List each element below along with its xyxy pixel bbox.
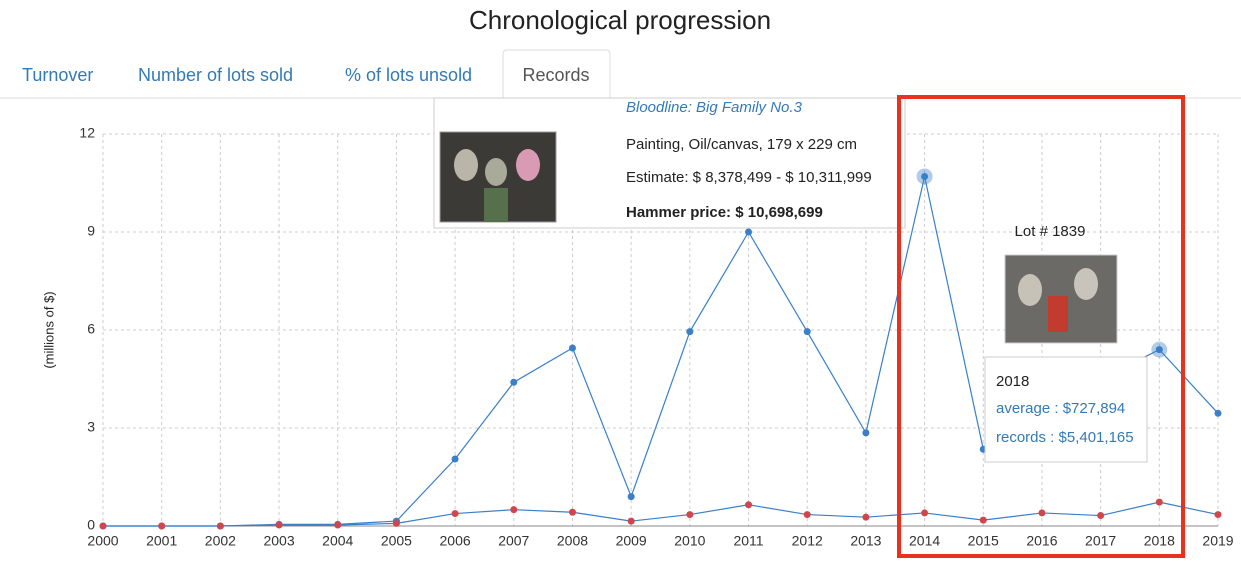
y-tick-label: 9 bbox=[87, 223, 95, 239]
x-tick-label: 2013 bbox=[850, 533, 881, 549]
data-point bbox=[569, 509, 576, 516]
x-tick-label: 2015 bbox=[968, 533, 999, 549]
figure bbox=[1048, 296, 1068, 332]
x-tick-label: 2000 bbox=[87, 533, 118, 549]
hover-halo bbox=[917, 168, 933, 184]
data-point bbox=[745, 501, 752, 508]
x-tick-label: 2016 bbox=[1026, 533, 1057, 549]
x-tick-label: 2012 bbox=[792, 533, 823, 549]
data-point bbox=[980, 517, 987, 524]
data-point bbox=[452, 510, 459, 517]
y-tick-label: 3 bbox=[87, 419, 95, 435]
data-point bbox=[862, 514, 869, 521]
data-point bbox=[334, 522, 341, 529]
data-point bbox=[452, 456, 459, 463]
data-point bbox=[510, 379, 517, 386]
x-tick-label: 2011 bbox=[733, 533, 763, 549]
data-point bbox=[1038, 509, 1045, 516]
data-point bbox=[569, 344, 576, 351]
x-tick-label: 2008 bbox=[557, 533, 588, 549]
record-price: Hammer price: $ 10,698,699 bbox=[626, 204, 823, 221]
series-line bbox=[103, 502, 1218, 526]
x-tick-label: 2001 bbox=[146, 533, 177, 549]
tab[interactable]: Records bbox=[522, 65, 589, 85]
x-tick-label: 2007 bbox=[498, 533, 529, 549]
data-point bbox=[628, 493, 635, 500]
data-point bbox=[804, 511, 811, 518]
data-point bbox=[921, 509, 928, 516]
record-medium: Painting, Oil/canvas, 179 x 229 cm bbox=[626, 136, 857, 153]
figure bbox=[484, 188, 508, 222]
x-tick-label: 2002 bbox=[205, 533, 236, 549]
data-point bbox=[1156, 499, 1163, 506]
data-point bbox=[276, 522, 283, 529]
data-point bbox=[393, 520, 400, 527]
data-point bbox=[745, 229, 752, 236]
record-estimate: Estimate: $ 8,378,499 - $ 10,311,999 bbox=[626, 169, 872, 186]
y-tick-label: 6 bbox=[87, 321, 95, 337]
figure bbox=[1018, 274, 1042, 306]
data-point bbox=[158, 523, 165, 530]
tooltip-records: records : $5,401,165 bbox=[996, 429, 1134, 446]
page: Chronological progression Turnover Numbe… bbox=[0, 0, 1241, 561]
data-point bbox=[686, 511, 693, 518]
x-tick-label: 2014 bbox=[909, 533, 940, 549]
x-tick-label: 2003 bbox=[263, 533, 294, 549]
data-point bbox=[217, 523, 224, 530]
x-tick-label: 2017 bbox=[1085, 533, 1116, 549]
data-point bbox=[1097, 512, 1104, 519]
x-tick-label: 2019 bbox=[1202, 533, 1233, 549]
x-tick-label: 2018 bbox=[1144, 533, 1175, 549]
figure bbox=[454, 149, 478, 181]
tooltip-year: 2018 bbox=[996, 373, 1029, 390]
x-tick-label: 2006 bbox=[440, 533, 471, 549]
tab[interactable]: Number of lots sold bbox=[138, 65, 293, 85]
y-tick-label: 0 bbox=[87, 517, 95, 533]
data-point bbox=[686, 328, 693, 335]
tooltips: Bloodline: Big Family No.3 Painting, Oil… bbox=[434, 98, 1147, 462]
lot-label: Lot # 1839 bbox=[1015, 223, 1086, 240]
x-tick-label: 2009 bbox=[616, 533, 647, 549]
tab[interactable]: % of lots unsold bbox=[345, 65, 472, 85]
record-title[interactable]: Bloodline: Big Family No.3 bbox=[626, 99, 803, 116]
x-tick-label: 2010 bbox=[674, 533, 705, 549]
figure bbox=[516, 149, 540, 181]
figure bbox=[1074, 268, 1098, 300]
figure bbox=[485, 158, 507, 186]
data-point bbox=[628, 518, 635, 525]
x-tick-label: 2004 bbox=[322, 533, 353, 549]
data-point bbox=[1215, 410, 1222, 417]
data-point bbox=[100, 523, 107, 530]
x-tick-label: 2005 bbox=[381, 533, 412, 549]
data-point bbox=[510, 506, 517, 513]
y-axis-label: (millions of $) bbox=[41, 291, 56, 368]
data-point bbox=[1215, 511, 1222, 518]
data-point bbox=[804, 328, 811, 335]
hover-halo bbox=[1151, 342, 1167, 358]
data-point bbox=[862, 429, 869, 436]
tooltip-average: average : $727,894 bbox=[996, 400, 1125, 417]
y-tick-label: 12 bbox=[79, 125, 95, 141]
page-title: Chronological progression bbox=[469, 5, 771, 35]
tab[interactable]: Turnover bbox=[22, 65, 93, 85]
